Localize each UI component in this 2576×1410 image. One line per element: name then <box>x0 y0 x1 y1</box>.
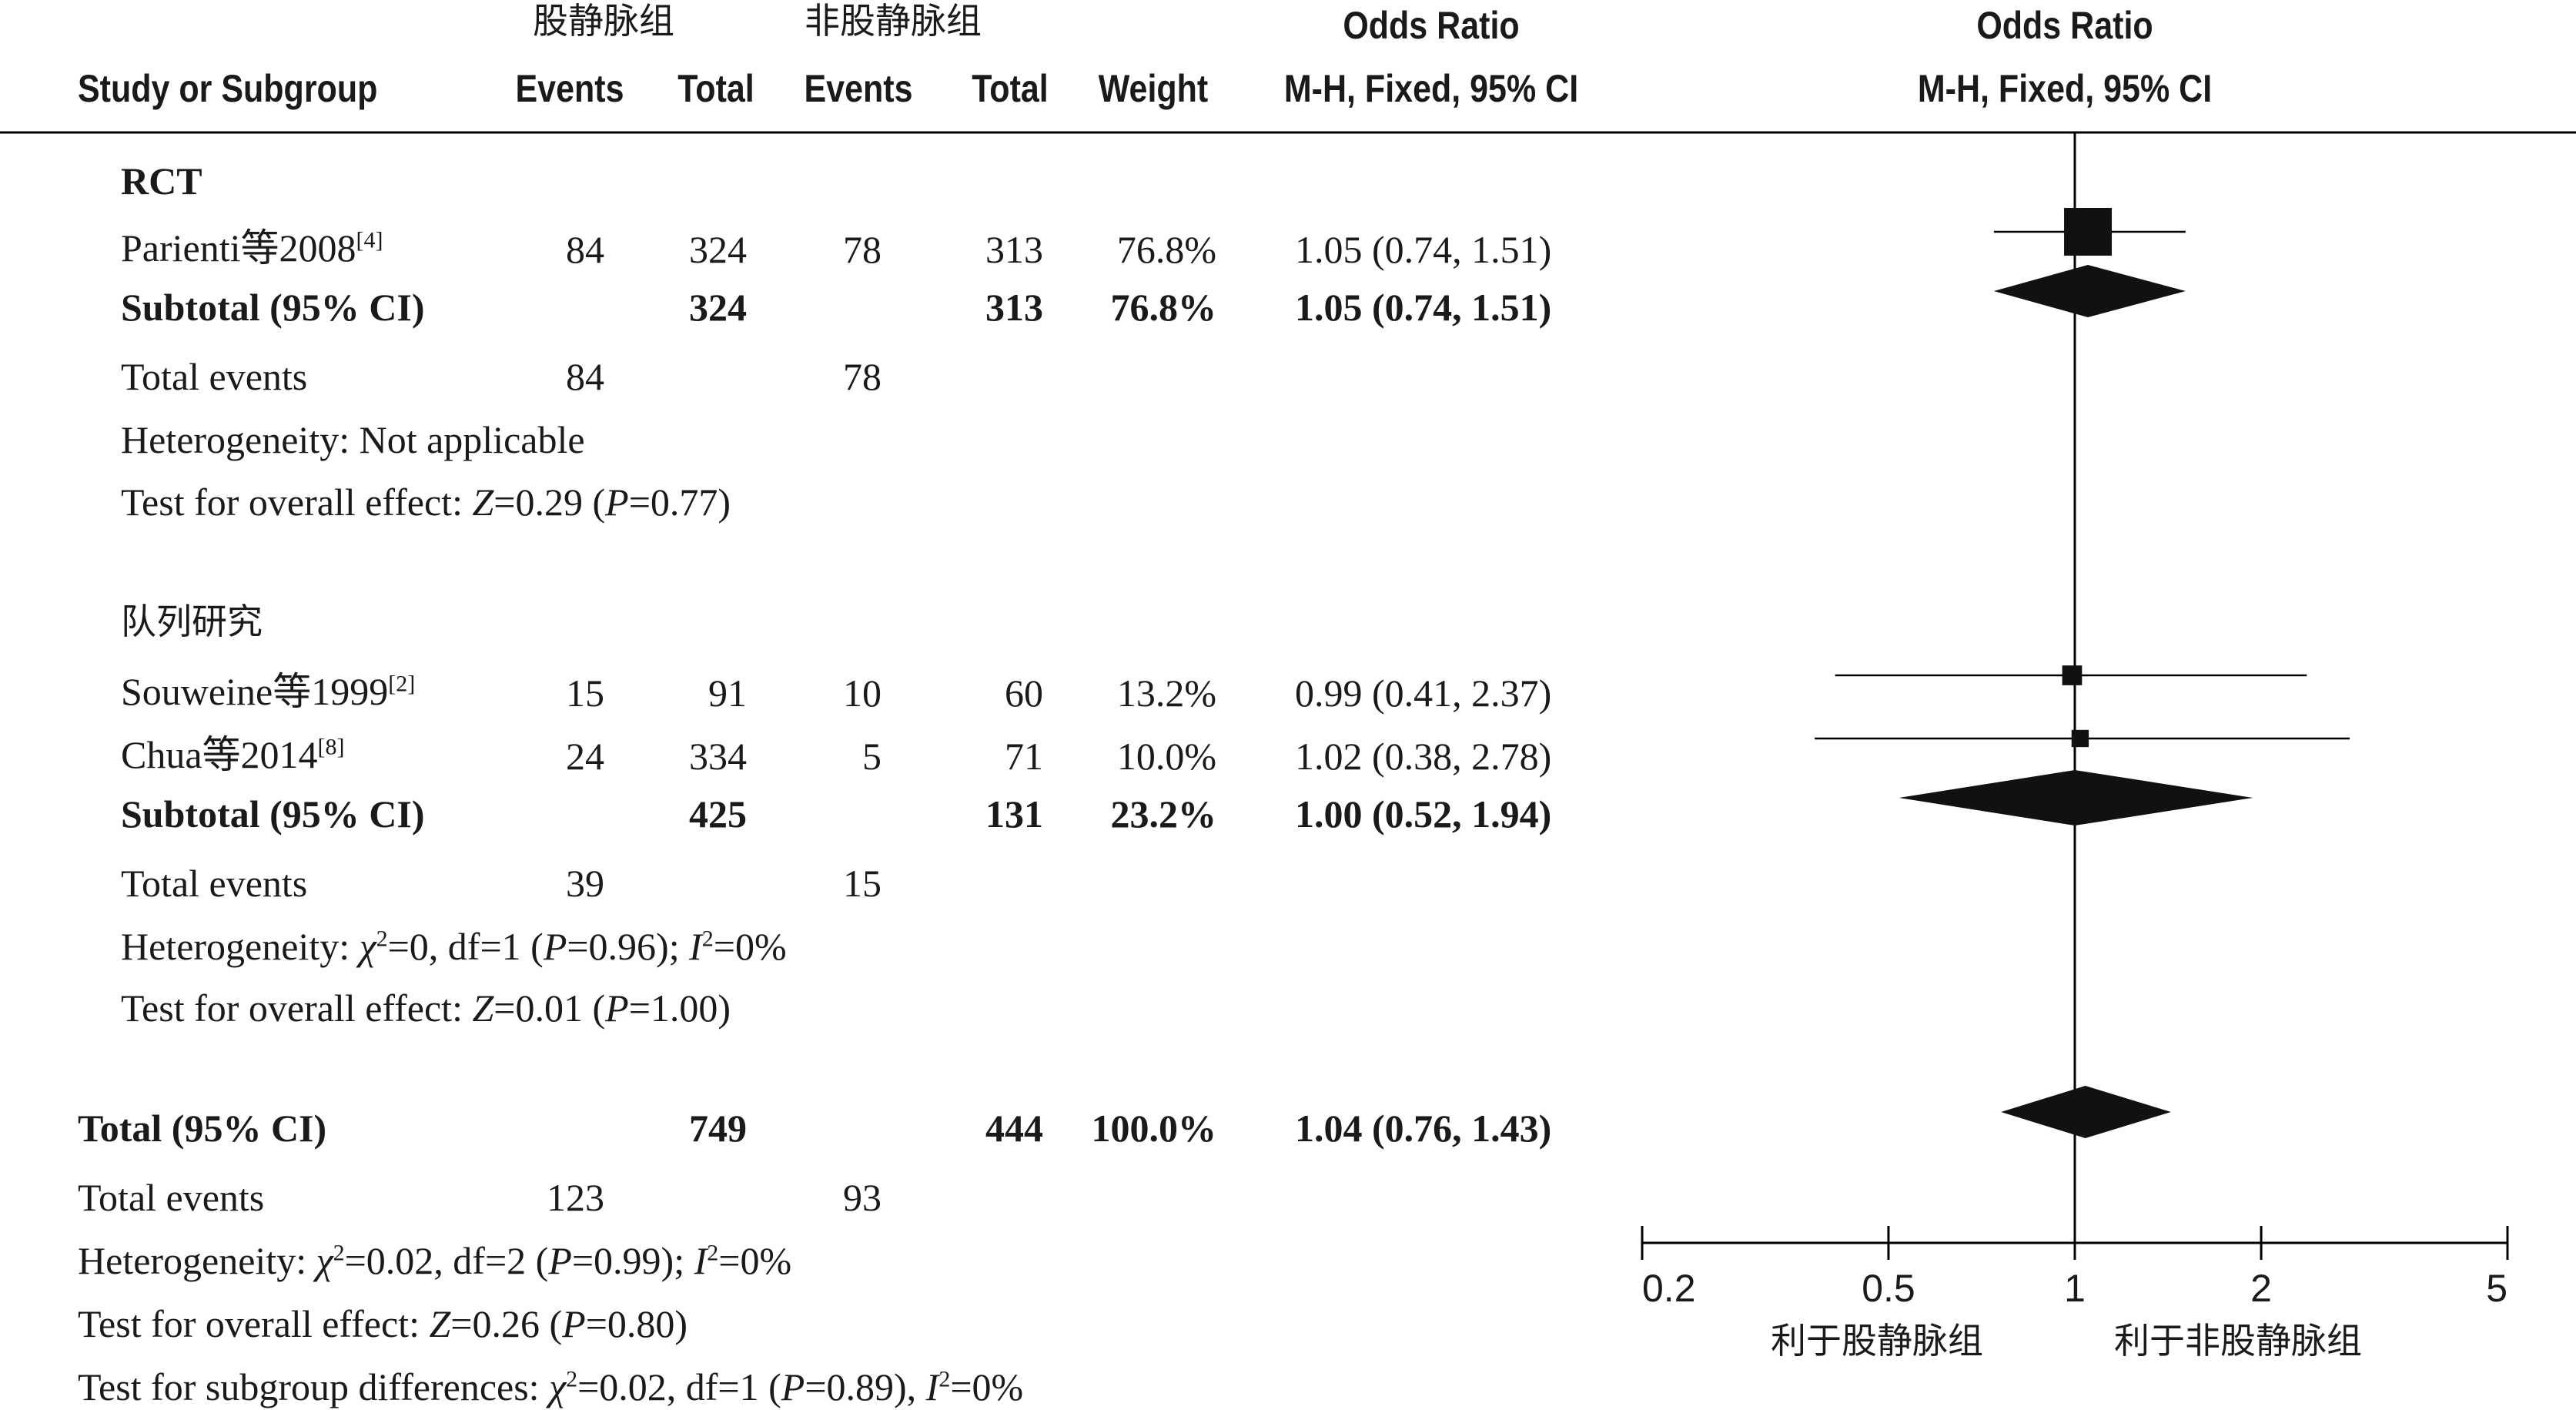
subtotal-ci: 1.05 (0.74, 1.51) <box>1295 286 1552 329</box>
pooled-diamond <box>1899 770 2253 826</box>
total-total1: 749 <box>689 1107 747 1150</box>
total-events-label: Total events <box>78 1176 265 1219</box>
cell-total2: 60 <box>1005 672 1043 715</box>
cell-events2: 5 <box>862 735 882 778</box>
cell-total1: 324 <box>689 228 747 271</box>
forest-plot-marks: 0.2 0.5 1 2 5 <box>1641 132 2509 1310</box>
total-events-e1: 84 <box>566 355 604 398</box>
header-group2: 非股静脉组 <box>805 0 982 42</box>
total-events-label: Total events <box>121 355 308 398</box>
favours-right-label: 利于非股静脉组 <box>2114 1320 2362 1361</box>
cell-ci: 0.99 (0.41, 2.37) <box>1295 672 1552 715</box>
subtotal-total1: 425 <box>689 792 747 836</box>
cell-weight: 13.2% <box>1116 672 1216 715</box>
x-axis-tick-label: 0.5 <box>1862 1267 1915 1310</box>
cell-total1: 91 <box>708 672 747 715</box>
overall-effect-text: Test for overall effect: Z=0.01 (P=1.00) <box>121 986 731 1030</box>
subtotal-total2: 131 <box>985 792 1043 836</box>
subtotal-label: Subtotal (95% CI) <box>121 286 425 329</box>
total-events-e2: 93 <box>843 1176 882 1219</box>
overall-effect-text: Test for overall effect: Z=0.29 (P=0.77) <box>121 481 731 524</box>
header-method-plot: M-H, Fixed, 95% CI <box>1917 67 2213 110</box>
cell-total1: 334 <box>689 735 747 778</box>
header-group1: 股静脉组 <box>533 0 674 42</box>
x-axis-tick-label: 2 <box>2250 1267 2272 1310</box>
subgroup-label-cohort: 队列研究 <box>121 601 263 642</box>
cell-ci: 1.05 (0.74, 1.51) <box>1295 228 1552 271</box>
cell-events1: 84 <box>566 228 604 271</box>
subtotal-weight: 76.8% <box>1110 286 1217 329</box>
cell-events1: 24 <box>566 735 604 778</box>
study-point-marker <box>2071 729 2089 748</box>
cell-total2: 71 <box>1005 735 1043 778</box>
pooled-diamond <box>2001 1086 2171 1138</box>
subtotal-ci: 1.00 (0.52, 1.94) <box>1295 792 1552 836</box>
subtotal-label: Subtotal (95% CI) <box>121 792 425 836</box>
cell-events2: 78 <box>843 228 882 271</box>
header-study: Study or Subgroup <box>78 67 378 110</box>
subgroup-label-rct: RCT <box>121 159 202 203</box>
x-axis-tick-label: 1 <box>2064 1267 2086 1310</box>
cell-events1: 15 <box>566 672 604 715</box>
total-events-label: Total events <box>121 862 308 905</box>
subtotal-total2: 313 <box>985 286 1043 329</box>
study-name: Chua等2014[8] <box>121 733 345 776</box>
total-ci: 1.04 (0.76, 1.43) <box>1295 1107 1552 1150</box>
total-label: Total (95% CI) <box>78 1107 327 1150</box>
total-total2: 444 <box>985 1107 1043 1150</box>
cell-weight: 10.0% <box>1116 735 1216 778</box>
total-overall-effect-text: Test for overall effect: Z=0.26 (P=0.80) <box>78 1302 688 1345</box>
header-odds-ratio-table: Odds Ratio <box>1343 4 1520 47</box>
study-point-marker <box>2062 665 2083 685</box>
header-weight: Weight <box>1098 67 1209 110</box>
header-events1: Events <box>515 67 624 110</box>
subtotal-weight: 23.2% <box>1110 792 1217 836</box>
cell-total2: 313 <box>985 228 1043 271</box>
total-events-e2: 78 <box>843 355 882 398</box>
header-total1: Total <box>677 67 754 110</box>
study-point-marker <box>2064 208 2113 256</box>
pooled-diamond <box>1993 265 2186 317</box>
subgroup-differences-text: Test for subgroup differences: χ2=0.02, … <box>78 1365 1024 1408</box>
heterogeneity-text: Heterogeneity: χ2=0, df=1 (P=0.96); I2=0… <box>121 925 787 968</box>
heterogeneity-text: Heterogeneity: Not applicable <box>121 418 585 461</box>
header-total2: Total <box>972 67 1049 110</box>
cell-events2: 10 <box>843 672 882 715</box>
favours-left-label: 利于股静脉组 <box>1771 1320 1983 1361</box>
x-axis-tick-label: 0.2 <box>1642 1267 1696 1310</box>
subtotal-total1: 324 <box>689 286 747 329</box>
study-name: Souweine等1999[2] <box>121 670 416 713</box>
total-events-e2: 15 <box>843 862 882 905</box>
header-method-table: M-H, Fixed, 95% CI <box>1283 67 1579 110</box>
x-axis-tick-label: 5 <box>2486 1267 2507 1310</box>
header-odds-ratio-plot: Odds Ratio <box>1976 4 2153 47</box>
study-name: Parienti等2008[4] <box>121 226 383 270</box>
cell-ci: 1.02 (0.38, 2.78) <box>1295 735 1552 778</box>
total-events-e1: 39 <box>566 862 604 905</box>
total-weight: 100.0% <box>1091 1107 1217 1150</box>
total-heterogeneity-text: Heterogeneity: χ2=0.02, df=2 (P=0.99); I… <box>78 1239 792 1282</box>
cell-weight: 76.8% <box>1116 228 1216 271</box>
header-events2: Events <box>804 67 913 110</box>
total-events-e1: 123 <box>547 1176 604 1219</box>
